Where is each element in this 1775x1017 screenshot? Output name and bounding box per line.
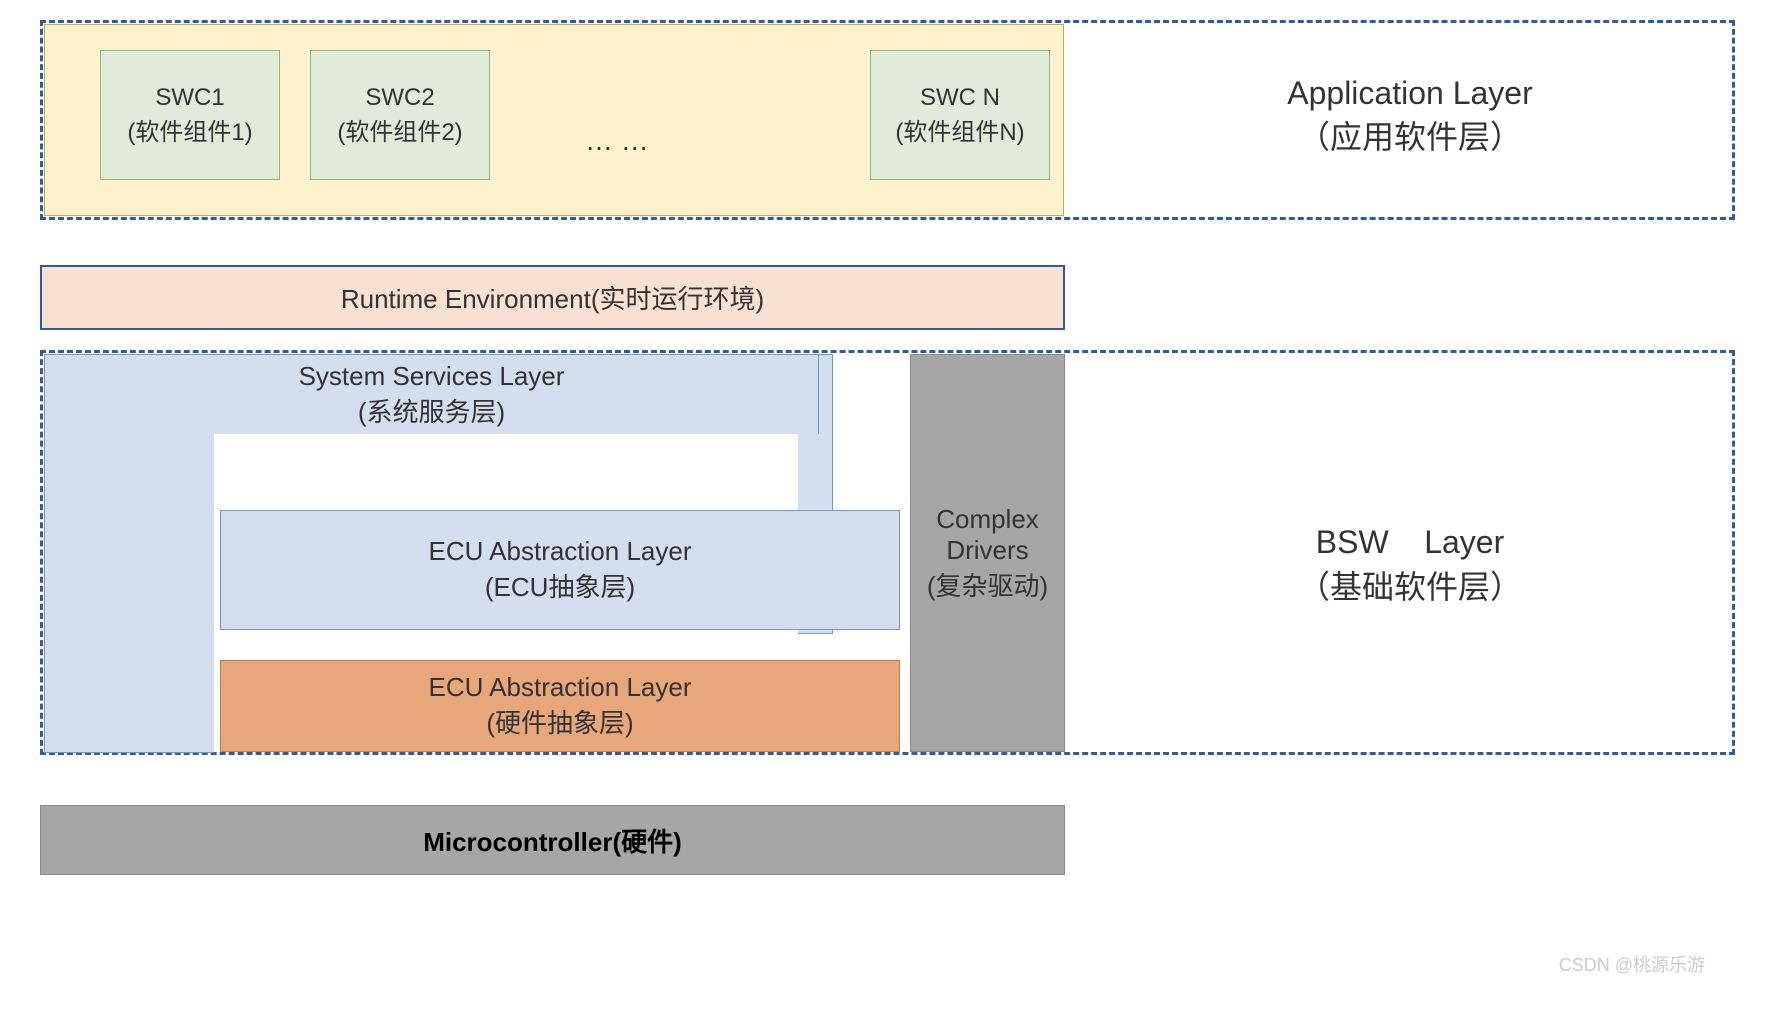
swc1-sub: (软件组件1) [127, 112, 252, 147]
swc2-title: SWC2 [365, 84, 434, 112]
cd-l2: Drivers [946, 535, 1028, 566]
cd-l1: Complex [936, 504, 1039, 535]
ecu-sub: (ECU抽象层) [485, 567, 635, 604]
rte-layer: Runtime Environment(实时运行环境) [40, 265, 1065, 330]
system-services-leftbar [44, 433, 214, 753]
app-label-en: Application Layer [1287, 75, 1532, 112]
sys-title: System Services Layer [299, 361, 565, 392]
swc-2: SWC2 (软件组件2) [310, 50, 490, 180]
application-layer-label: Application Layer （应用软件层） [1110, 75, 1710, 158]
hardware-abstraction-layer: ECU Abstraction Layer (硬件抽象层) [220, 660, 900, 752]
swc1-title: SWC1 [155, 84, 224, 112]
mcu-label: Microcontroller(硬件) [423, 822, 682, 859]
swcn-title: SWC N [920, 84, 1000, 112]
rte-label: Runtime Environment(实时运行环境) [341, 279, 764, 316]
ecu-abstraction-layer: ECU Abstraction Layer (ECU抽象层) [220, 510, 900, 630]
swc-n: SWC N (软件组件N) [870, 50, 1050, 180]
system-services-layer: System Services Layer (系统服务层) [44, 354, 819, 434]
hw-sub: (硬件抽象层) [486, 703, 633, 740]
hw-title: ECU Abstraction Layer [428, 672, 691, 703]
sys-sub: (系统服务层) [358, 392, 505, 429]
app-label-cn: （应用软件层） [1298, 112, 1522, 158]
swcn-sub: (软件组件N) [895, 112, 1024, 147]
complex-drivers: Complex Drivers (复杂驱动) [910, 354, 1065, 752]
swc-1: SWC1 (软件组件1) [100, 50, 280, 180]
bsw-label-cn: （基础软件层） [1298, 565, 1522, 610]
swc-ellipsis: … … [585, 125, 649, 157]
cd-l3: (复杂驱动) [927, 566, 1048, 603]
ecu-title: ECU Abstraction Layer [428, 536, 691, 567]
bsw-layer-label: BSW Layer （基础软件层） [1110, 520, 1710, 610]
microcontroller-layer: Microcontroller(硬件) [40, 805, 1065, 875]
watermark: CSDN @桃源乐游 [1559, 951, 1705, 977]
bsw-label-en: BSW Layer [1316, 520, 1505, 565]
swc2-sub: (软件组件2) [337, 112, 462, 147]
autosar-architecture-diagram: SWC1 (软件组件1) SWC2 (软件组件2) … … SWC N (软件组… [40, 20, 1735, 997]
